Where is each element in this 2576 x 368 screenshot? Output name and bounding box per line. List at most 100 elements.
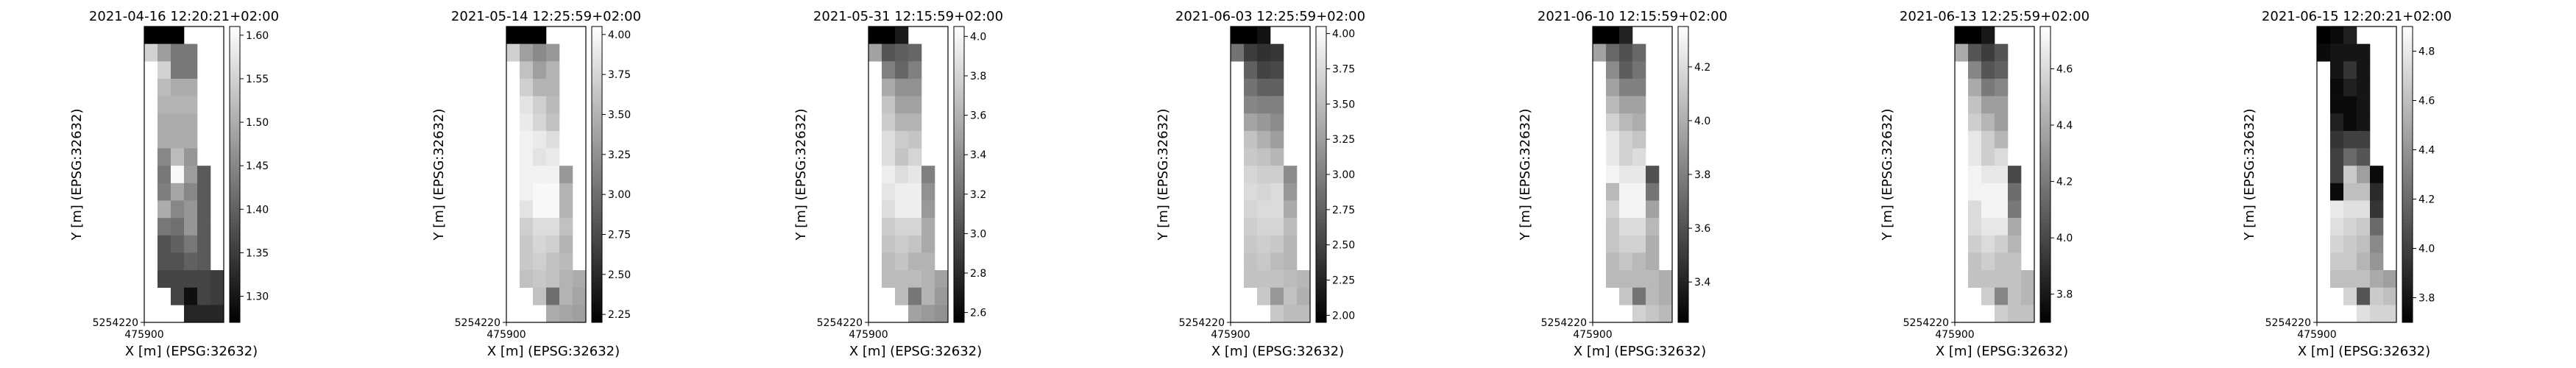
panel-2-colorbar-band bbox=[592, 259, 602, 264]
panel-2-colorbar-band bbox=[592, 189, 602, 194]
panel-7-colorbar-band bbox=[2402, 318, 2413, 323]
panel-1-colorbar-band bbox=[230, 244, 240, 249]
panel-3-colorbar-band bbox=[954, 281, 964, 286]
panel-1-colorbar-band bbox=[230, 93, 240, 97]
panel-1-colorbar-band bbox=[230, 49, 240, 53]
panel-7-cell bbox=[2330, 43, 2344, 62]
panel-5-cell bbox=[1632, 200, 1646, 219]
panel-5-colorbar-band bbox=[1678, 200, 1688, 205]
panel-6-colorbar-band bbox=[2040, 314, 2050, 319]
panel-6-cell bbox=[1995, 218, 2009, 236]
panel-4-cell bbox=[1270, 166, 1284, 184]
panel-1-cell bbox=[197, 218, 211, 236]
panel-3-colorbar-band bbox=[954, 311, 964, 316]
panel-4-colorbar-band bbox=[1316, 318, 1326, 323]
panel-3-colorbar-tick-label: 2.8 bbox=[970, 268, 986, 280]
panel-1-cell bbox=[158, 235, 171, 253]
panel-4-cell bbox=[1244, 96, 1258, 114]
panel-2-cell bbox=[546, 96, 560, 114]
panel-1-colorbar-band bbox=[230, 78, 240, 82]
panel-2-colorbar-band bbox=[592, 104, 602, 109]
panel-7-cell bbox=[2317, 26, 2331, 44]
panel-2-cell bbox=[533, 78, 547, 96]
panel-2-cell bbox=[546, 166, 560, 184]
panel-7-colorbar-band bbox=[2402, 248, 2413, 253]
panel-7-colorbar-tick-label: 4.4 bbox=[2418, 145, 2435, 157]
panel-7-cell bbox=[2370, 305, 2384, 323]
panel-4-colorbar-band bbox=[1316, 163, 1326, 168]
panel-6-colorbar-band bbox=[2040, 144, 2050, 149]
panel-7-cell bbox=[2330, 270, 2344, 289]
panel-1-colorbar-band bbox=[230, 115, 240, 120]
panel-5-cell bbox=[1619, 78, 1633, 96]
panel-5-colorbar-band bbox=[1678, 197, 1688, 201]
panel-7-cell bbox=[2370, 252, 2384, 271]
panel-5-colorbar-band bbox=[1678, 208, 1688, 212]
panel-4-colorbar-band bbox=[1316, 60, 1326, 64]
panel-6-colorbar-band bbox=[2040, 219, 2050, 223]
panel-6-colorbar-band bbox=[2040, 26, 2050, 31]
panel-4-colorbar-band bbox=[1316, 211, 1326, 216]
panel-7-cell bbox=[2330, 235, 2344, 253]
panel-5-cell bbox=[1632, 305, 1646, 323]
panel-7-y-tick-label: 5254220 bbox=[2265, 317, 2311, 329]
panel-7-cell bbox=[2343, 96, 2357, 114]
panel-6-cell bbox=[1968, 218, 1982, 236]
panel-6-colorbar-band bbox=[2040, 285, 2050, 290]
panel-4-cell bbox=[1244, 252, 1258, 271]
panel-1-colorbar-band bbox=[230, 200, 240, 205]
panel-1-cell bbox=[171, 287, 185, 305]
panel-4-cell bbox=[1257, 166, 1271, 184]
panel-7-colorbar-band bbox=[2402, 82, 2413, 86]
panel-3-colorbar-band bbox=[954, 148, 964, 153]
panel-6-cell bbox=[2008, 183, 2022, 201]
panel-1-cell bbox=[171, 26, 185, 44]
panel-6-cell bbox=[1981, 183, 1995, 201]
panel-4-cell bbox=[1270, 113, 1284, 132]
panel-5-colorbar-band bbox=[1678, 82, 1688, 86]
panel-2-colorbar-band bbox=[592, 49, 602, 53]
panel-4-colorbar-band bbox=[1316, 197, 1326, 201]
panel-6-colorbar-band bbox=[2040, 182, 2050, 186]
panel-7-colorbar-tick-label: 4.0 bbox=[2418, 244, 2435, 255]
panel-6-cell bbox=[1968, 43, 1982, 62]
panel-4-colorbar-band bbox=[1316, 300, 1326, 305]
panel-2-y-axis-label: Y [m] (EPSG:32632) bbox=[431, 109, 447, 241]
panel-1-y-axis-label: Y [m] (EPSG:32632) bbox=[69, 109, 85, 241]
panel-4-colorbar-band bbox=[1316, 82, 1326, 86]
panel-5-cell bbox=[1619, 270, 1633, 289]
panel-5-colorbar-band bbox=[1678, 303, 1688, 308]
panel-6-colorbar-band bbox=[2040, 111, 2050, 116]
panel-6-cell bbox=[1981, 287, 1995, 305]
panel-3-colorbar-tick-label: 4.0 bbox=[970, 31, 986, 43]
panel-4-colorbar-tick-label: 2.25 bbox=[1332, 275, 1355, 287]
panel-5-colorbar-band bbox=[1678, 289, 1688, 294]
panel-5-cell bbox=[1632, 43, 1646, 62]
panel-4-cell bbox=[1257, 61, 1271, 79]
panel-7-axes-frame bbox=[2316, 26, 2397, 323]
panel-2-colorbar-band bbox=[592, 178, 602, 183]
panel-5-colorbar-band bbox=[1678, 211, 1688, 216]
panel-4-cell bbox=[1257, 96, 1271, 114]
panel-2-colorbar-band bbox=[592, 152, 602, 157]
panel-2-colorbar-band bbox=[592, 137, 602, 142]
panel-7-cell bbox=[2343, 130, 2357, 149]
panel-2-colorbar-tick-label: 3.50 bbox=[608, 110, 631, 121]
panel-6-colorbar-band bbox=[2040, 277, 2050, 283]
panel-7-colorbar-band bbox=[2402, 107, 2413, 113]
panel-7-colorbar-band bbox=[2402, 34, 2413, 38]
panel-7-colorbar-band bbox=[2402, 63, 2413, 68]
panel-6-colorbar-band bbox=[2040, 78, 2050, 82]
panel-5-colorbar-band bbox=[1678, 189, 1688, 194]
panel-5-colorbar-band bbox=[1678, 248, 1688, 253]
panel-3-cell bbox=[908, 183, 922, 201]
panel-5-colorbar-band bbox=[1678, 185, 1688, 190]
panel-7-colorbar-band bbox=[2402, 26, 2413, 31]
panel-5-y-tick-label: 5254220 bbox=[1541, 317, 1587, 329]
panel-1-colorbar-band bbox=[230, 266, 240, 272]
panel-7-cell bbox=[2357, 130, 2371, 149]
panel-3-colorbar-band bbox=[954, 182, 964, 186]
panel-7-cell bbox=[2383, 287, 2397, 305]
panel-5-colorbar-band bbox=[1678, 67, 1688, 71]
panel-4-colorbar-band bbox=[1316, 215, 1326, 219]
